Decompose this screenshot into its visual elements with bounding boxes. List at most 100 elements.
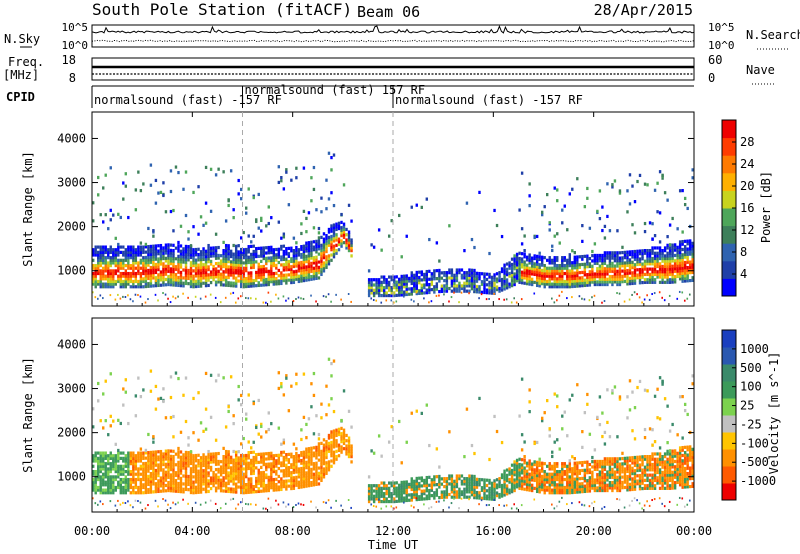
power-cell	[255, 249, 258, 253]
power-cell	[132, 274, 135, 278]
power-cell	[633, 257, 637, 262]
velocity-scatter-cell	[300, 428, 303, 432]
velocity-cell	[440, 495, 444, 499]
power-cell	[601, 280, 604, 284]
power-scatter-cell	[463, 249, 466, 253]
velocity-cell	[184, 461, 188, 465]
power-scatter-cell	[317, 226, 321, 231]
velocity-cell	[433, 496, 436, 500]
power-cell	[342, 230, 346, 234]
power-cell	[104, 266, 107, 270]
power-cell	[119, 271, 122, 276]
power-cell	[465, 271, 469, 275]
velocity-scatter-cell	[277, 386, 281, 391]
power-cell	[169, 259, 173, 263]
power-cell	[129, 271, 133, 276]
power-cell	[177, 254, 180, 258]
power-cell	[310, 275, 313, 279]
power-cell	[623, 274, 627, 278]
power-cell	[626, 271, 629, 275]
velocity-cell	[147, 488, 150, 492]
power-scatter-cell	[387, 234, 391, 238]
velocity-cell	[189, 472, 193, 476]
velocity-cell	[232, 469, 235, 473]
velocity-cell	[229, 479, 233, 483]
velocity-cell	[342, 436, 346, 440]
velocity-cell	[518, 465, 521, 469]
power-cell	[566, 261, 569, 265]
power-cell	[315, 274, 318, 278]
velocity-near-range-cell	[503, 504, 505, 507]
power-cell	[149, 260, 153, 264]
power-near-range-cell	[347, 292, 350, 295]
power-cell	[124, 250, 128, 254]
velocity-cell	[440, 482, 444, 486]
velocity-cell	[523, 487, 526, 491]
velocity-cell	[520, 484, 524, 488]
power-cell	[92, 250, 95, 254]
velocity-cell	[463, 482, 466, 486]
velocity-cell	[177, 484, 180, 488]
power-cell	[548, 258, 551, 262]
velocity-cell	[129, 477, 133, 482]
power-cell	[658, 267, 662, 271]
power-cell	[114, 250, 117, 254]
velocity-cell	[202, 458, 205, 462]
power-cell	[420, 270, 423, 274]
power-cell	[566, 264, 569, 268]
velocity-near-range-cell	[127, 500, 129, 503]
power-cell	[207, 254, 210, 258]
velocity-cell	[255, 460, 258, 465]
velocity-cell	[420, 479, 423, 483]
velocity-cell	[117, 472, 120, 476]
power-cell	[270, 258, 273, 263]
velocity-cell	[149, 485, 153, 489]
velocity-scatter-cell	[134, 394, 138, 398]
power-cell	[262, 251, 265, 255]
velocity-cell	[104, 456, 107, 460]
velocity-cell	[320, 462, 323, 467]
power-cell	[483, 275, 486, 279]
velocity-cell	[430, 480, 434, 485]
power-cell	[523, 265, 526, 269]
velocity-near-range-cell	[194, 501, 197, 504]
power-cell	[515, 255, 519, 259]
velocity-cell	[282, 469, 286, 473]
power-cell	[393, 275, 396, 279]
power-cell	[169, 262, 173, 266]
velocity-near-range-cell	[473, 497, 475, 500]
velocity-cell	[410, 495, 413, 499]
velocity-cell	[533, 473, 536, 477]
velocity-near-range-cell	[413, 506, 415, 509]
power-near-range-cell	[250, 297, 252, 300]
velocity-cell	[132, 470, 135, 474]
power-cell	[207, 249, 210, 253]
power-cell	[450, 276, 454, 280]
power-cell	[621, 258, 624, 263]
velocity-scatter-cell	[207, 449, 210, 454]
power-cell	[525, 255, 529, 259]
velocity-cell	[250, 450, 253, 455]
velocity-scatter-cell	[109, 372, 112, 376]
velocity-cell	[94, 488, 97, 492]
power-scatter-cell	[92, 219, 95, 223]
power-cell	[663, 270, 667, 274]
velocity-cell	[97, 464, 100, 468]
velocity-cell	[169, 449, 173, 453]
power-cell	[219, 254, 223, 258]
power-cell	[385, 291, 388, 295]
velocity-cell	[280, 450, 283, 455]
freq-panel-frame	[91, 57, 695, 81]
power-cell	[638, 262, 642, 266]
velocity-cell	[372, 489, 376, 493]
power-cell	[686, 239, 689, 243]
power-cell	[317, 276, 321, 280]
velocity-scatter-cell	[192, 396, 195, 401]
power-cell	[603, 282, 607, 287]
velocity-cell	[297, 459, 301, 463]
power-cell	[465, 281, 469, 285]
power-near-range-cell	[478, 297, 480, 300]
chart-title: South Pole Station (fitACF)	[92, 0, 352, 19]
power-cell	[167, 277, 170, 281]
velocity-cell	[187, 474, 190, 479]
